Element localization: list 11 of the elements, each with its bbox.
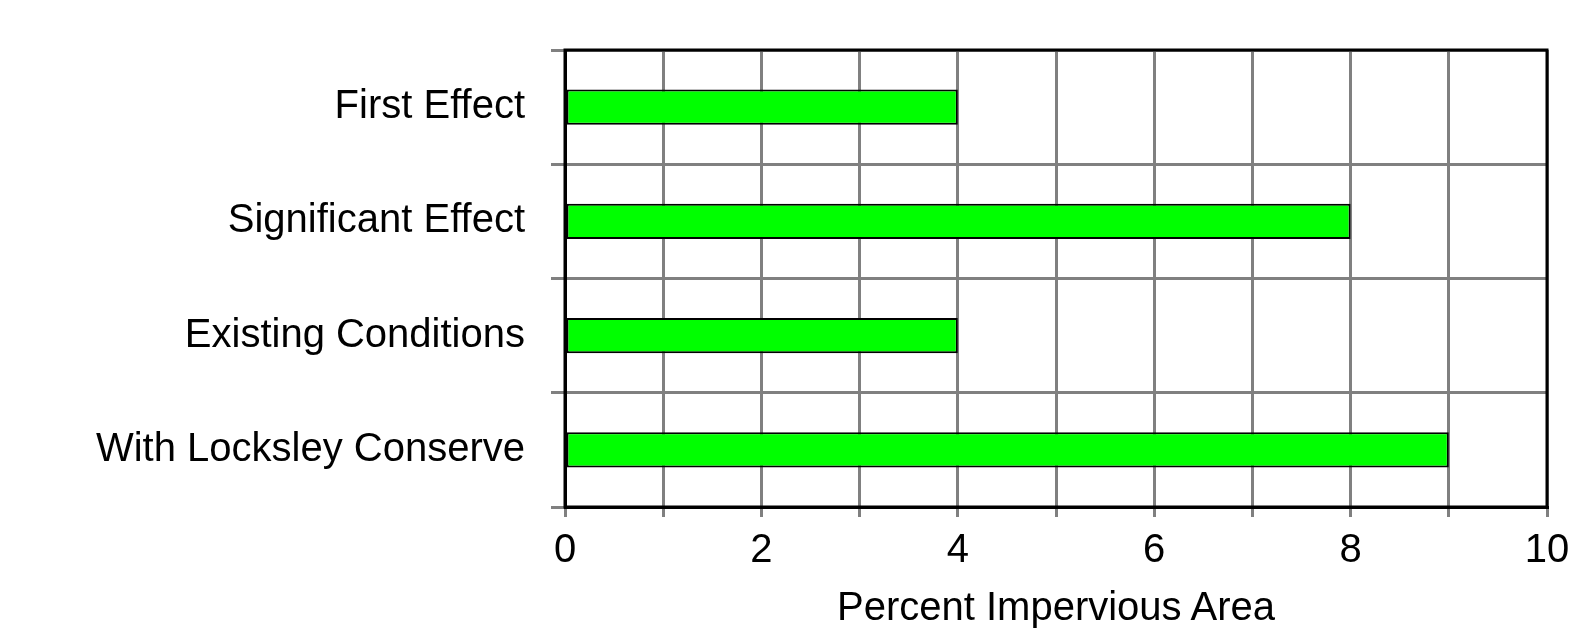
y-tick-label: Significant Effect bbox=[227, 196, 525, 241]
y-tick-label: With Locksley Conserve bbox=[95, 424, 525, 469]
x-tick-label: 4 bbox=[946, 526, 969, 571]
x-axis-title: Percent Impervious Area bbox=[837, 584, 1276, 629]
y-tick-label: Existing Conditions bbox=[184, 310, 525, 355]
x-tick-label: 10 bbox=[1524, 526, 1570, 571]
y-tick-label: First Effect bbox=[334, 82, 525, 127]
x-tick-label: 6 bbox=[1143, 526, 1166, 571]
x-tick-label: 2 bbox=[750, 526, 773, 571]
x-tick-label: 0 bbox=[553, 526, 577, 571]
x-tick-label: 8 bbox=[1339, 526, 1362, 571]
